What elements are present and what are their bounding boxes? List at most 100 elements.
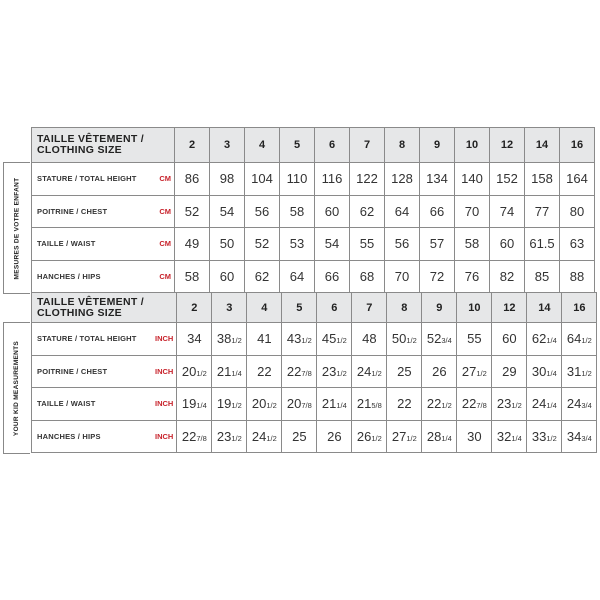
measure-label: HANCHES / HIPS xyxy=(31,419,155,453)
value-cell: 29 xyxy=(491,354,528,388)
value-cell: 152 xyxy=(489,162,525,196)
value-cell: 164 xyxy=(559,162,595,196)
measure-label: TAILLE / WAIST xyxy=(31,387,155,421)
unit-label: CM xyxy=(155,227,175,261)
value-cell: 30 xyxy=(456,419,493,453)
value-cell: 74 xyxy=(489,194,525,228)
fraction: 1/2 xyxy=(371,433,382,443)
value-cell: 58 xyxy=(174,259,210,293)
value-cell: 271/2 xyxy=(386,419,423,453)
unit-label: INCH xyxy=(155,387,178,421)
fraction: 1/2 xyxy=(231,433,242,443)
fraction: 3/4 xyxy=(581,433,592,443)
side-label-inch: YOUR KID MEASUREMENTS xyxy=(3,322,30,454)
size-header: 12 xyxy=(489,127,525,163)
value-cell: 54 xyxy=(209,194,245,228)
size-header: 6 xyxy=(316,292,353,323)
value-cell: 271/2 xyxy=(456,354,493,388)
fraction: 1/2 xyxy=(546,433,557,443)
value-cell: 86 xyxy=(174,162,210,196)
value-cell: 76 xyxy=(454,259,490,293)
fraction: 1/4 xyxy=(231,368,242,378)
size-header: 8 xyxy=(384,127,420,163)
measure-label: POITRINE / CHEST xyxy=(31,194,155,228)
value-cell: 85 xyxy=(524,259,560,293)
fraction: 7/8 xyxy=(301,368,312,378)
value-cell: 201/2 xyxy=(246,387,283,421)
fraction: 5/8 xyxy=(371,401,382,411)
value-cell: 70 xyxy=(384,259,420,293)
size-header: 9 xyxy=(421,292,458,323)
measure-label: TAILLE / WAIST xyxy=(31,227,155,261)
value-cell: 621/4 xyxy=(526,322,563,356)
table-row: POITRINE / CHEST INCH 201/2 211/4 22 227/8 231… xyxy=(31,354,598,388)
value-cell: 343/4 xyxy=(561,419,598,453)
value-cell: 60 xyxy=(491,322,528,356)
size-table-cm: TAILLE VÊTEMENT / CLOTHING SIZE 2 3 4 5 6 7 8 9 1… xyxy=(31,127,595,293)
side-label-text: MESURES DE VOTRE ENFANT xyxy=(13,177,21,279)
value-cell: 381/2 xyxy=(211,322,248,356)
value-cell: 231/2 xyxy=(491,387,528,421)
unit-label: CM xyxy=(155,194,175,228)
value-cell: 227/8 xyxy=(281,354,318,388)
value-cell: 25 xyxy=(281,419,318,453)
fraction: 1/4 xyxy=(196,401,207,411)
value-cell: 49 xyxy=(174,227,210,261)
fraction: 1/2 xyxy=(581,336,592,346)
size-header: 16 xyxy=(561,292,598,323)
value-cell: 88 xyxy=(559,259,595,293)
value-cell: 231/2 xyxy=(316,354,353,388)
fraction: 3/4 xyxy=(441,336,452,346)
size-header: 6 xyxy=(314,127,350,163)
measure-label: POITRINE / CHEST xyxy=(31,354,155,388)
value-cell: 48 xyxy=(351,322,388,356)
fraction: 1/2 xyxy=(266,433,277,443)
value-cell: 331/2 xyxy=(526,419,563,453)
value-cell: 201/2 xyxy=(176,354,213,388)
value-cell: 56 xyxy=(244,194,280,228)
fraction: 1/2 xyxy=(336,368,347,378)
value-cell: 227/8 xyxy=(176,419,213,453)
table-row: TAILLE / WAIST INCH 191/4 191/2 201/2 207/8 21… xyxy=(31,387,598,421)
size-header: 4 xyxy=(246,292,283,323)
size-header: 10 xyxy=(454,127,490,163)
value-cell: 211/4 xyxy=(316,387,353,421)
table-row: POITRINE / CHEST CM 52 54 56 58 60 62 64 66 70 74 77… xyxy=(31,194,595,228)
value-cell: 66 xyxy=(314,259,350,293)
value-cell: 66 xyxy=(419,194,455,228)
value-cell: 22 xyxy=(246,354,283,388)
value-cell: 52 xyxy=(174,194,210,228)
fraction: 7/8 xyxy=(476,401,487,411)
fraction: 1/2 xyxy=(441,401,452,411)
value-cell: 227/8 xyxy=(456,387,493,421)
value-cell: 158 xyxy=(524,162,560,196)
table-row: TAILLE / WAIST CM 49 50 52 53 54 55 56 57 58 60 61.5… xyxy=(31,227,595,261)
size-header: 2 xyxy=(174,127,210,163)
value-cell: 58 xyxy=(454,227,490,261)
unit-label: CM xyxy=(155,162,175,196)
value-cell: 77 xyxy=(524,194,560,228)
value-cell: 60 xyxy=(314,194,350,228)
value-cell: 311/2 xyxy=(561,354,598,388)
measure-label: STATURE / TOTAL HEIGHT xyxy=(31,322,155,356)
size-header: 3 xyxy=(209,127,245,163)
value-cell: 321/4 xyxy=(491,419,528,453)
size-header: 3 xyxy=(211,292,248,323)
value-cell: 52 xyxy=(244,227,280,261)
size-header: 9 xyxy=(419,127,455,163)
value-cell: 41 xyxy=(246,322,283,356)
fraction: 1/2 xyxy=(196,368,207,378)
size-header: 7 xyxy=(351,292,388,323)
value-cell: 241/2 xyxy=(246,419,283,453)
unit-label: INCH xyxy=(155,322,178,356)
measure-label: HANCHES / HIPS xyxy=(31,259,155,293)
value-cell: 82 xyxy=(489,259,525,293)
value-cell: 25 xyxy=(386,354,423,388)
value-cell: 301/4 xyxy=(526,354,563,388)
value-cell: 72 xyxy=(419,259,455,293)
value-cell: 26 xyxy=(421,354,458,388)
value-cell: 207/8 xyxy=(281,387,318,421)
value-cell: 523/4 xyxy=(421,322,458,356)
unit-label: INCH xyxy=(155,419,178,453)
value-cell: 63 xyxy=(559,227,595,261)
